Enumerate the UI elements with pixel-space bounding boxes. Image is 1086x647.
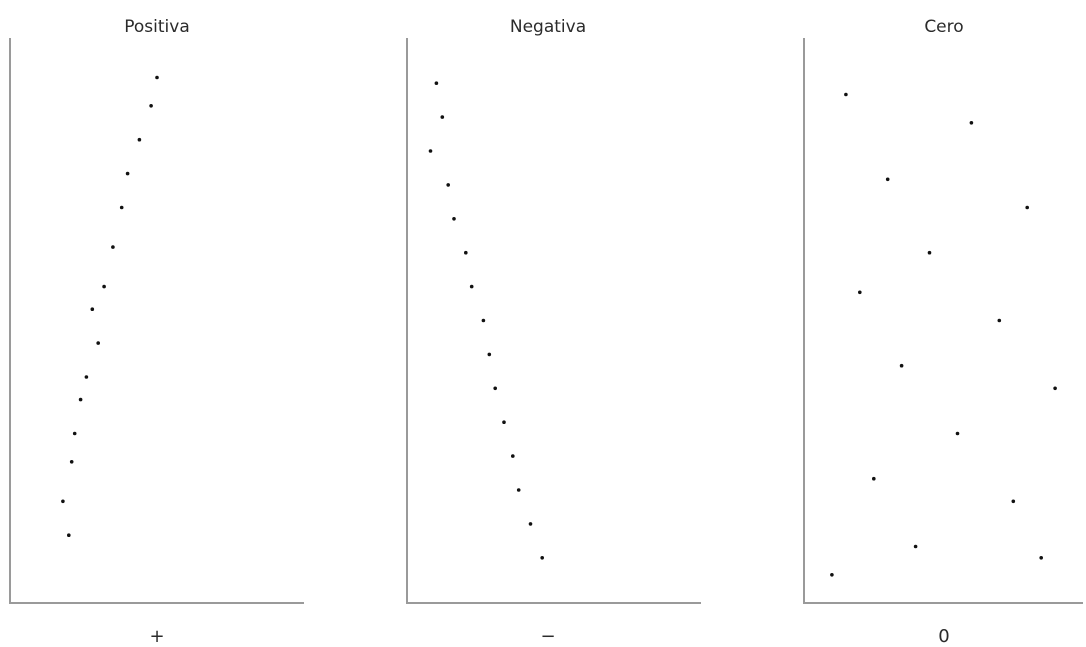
data-point: [61, 500, 65, 504]
point-group: [429, 81, 544, 559]
data-point: [517, 488, 521, 492]
data-point: [540, 556, 544, 560]
data-point: [1012, 500, 1016, 504]
data-point: [1025, 206, 1029, 210]
x-axis-label: 0: [938, 626, 949, 647]
chart-title: Positiva: [124, 17, 190, 37]
data-point: [70, 460, 74, 464]
point-group: [61, 76, 159, 537]
data-point: [493, 387, 497, 391]
data-point: [872, 477, 876, 481]
data-point: [464, 251, 468, 255]
chart-title: Negativa: [510, 17, 586, 37]
data-point: [511, 454, 515, 458]
data-point: [1053, 387, 1057, 391]
data-point: [155, 76, 159, 80]
data-point: [138, 138, 142, 142]
data-point: [79, 398, 83, 402]
axes: [407, 38, 701, 603]
data-point: [149, 104, 153, 108]
data-point: [900, 364, 904, 368]
axes: [804, 38, 1083, 603]
chart-panel: Negativa −: [407, 17, 701, 647]
data-point: [452, 217, 456, 221]
data-point: [998, 319, 1002, 323]
data-point: [529, 522, 533, 526]
chart-panel: Positiva +: [10, 17, 304, 647]
axes: [10, 38, 304, 603]
data-point: [73, 432, 77, 436]
data-point: [441, 115, 445, 119]
data-point: [1039, 556, 1043, 560]
data-point: [446, 183, 450, 187]
chart-title: Cero: [924, 17, 963, 37]
data-point: [488, 353, 492, 357]
data-point: [858, 291, 862, 295]
data-point: [429, 149, 433, 153]
data-point: [928, 251, 932, 255]
x-axis-label: +: [149, 626, 164, 647]
data-point: [956, 432, 960, 436]
data-point: [67, 533, 71, 537]
data-point: [96, 341, 100, 345]
x-axis-label: −: [540, 626, 555, 647]
data-point: [970, 121, 974, 125]
data-point: [126, 172, 130, 176]
data-point: [914, 545, 918, 549]
data-point: [482, 319, 486, 323]
data-point: [85, 375, 89, 379]
data-point: [886, 178, 890, 182]
data-point: [111, 245, 115, 249]
data-point: [91, 307, 95, 311]
data-point: [435, 81, 439, 85]
point-group: [830, 93, 1057, 577]
data-point: [830, 573, 834, 577]
data-point: [502, 420, 506, 424]
chart-panel: Cero 0: [804, 17, 1083, 647]
data-point: [102, 285, 106, 289]
data-point: [844, 93, 848, 97]
data-point: [120, 206, 124, 210]
data-point: [470, 285, 474, 289]
